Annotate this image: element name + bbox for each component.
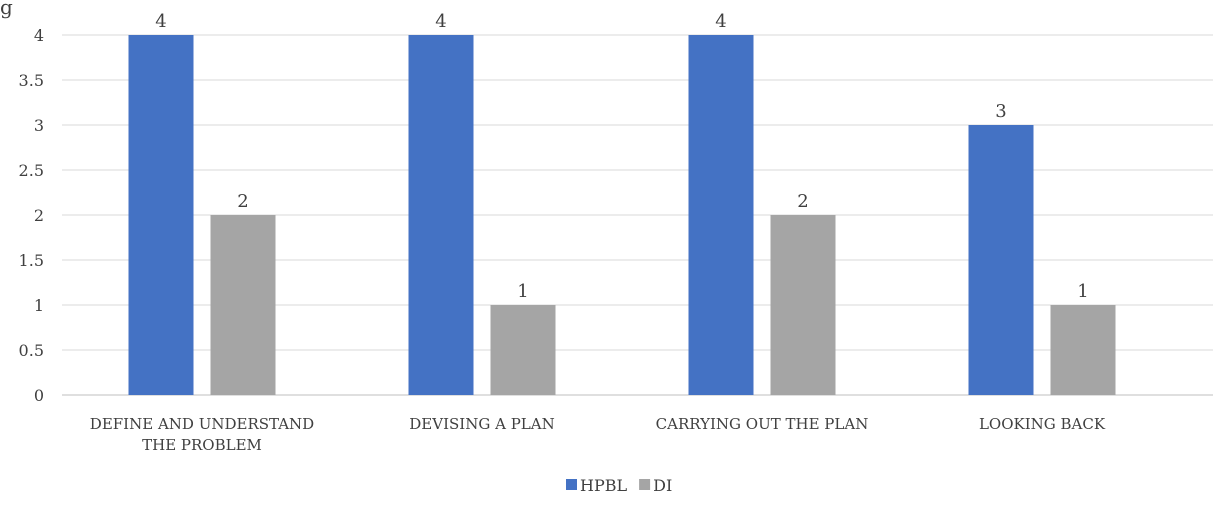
legend: HPBL DI [566,476,672,495]
data-label: 2 [797,191,808,212]
bar-di [1050,305,1116,395]
y-axis: 0 0.5 1 1.5 2 2.5 3 3.5 4 [19,26,44,405]
bar-hpbl [128,35,194,395]
legend-label-di: DI [653,476,672,495]
y-tick-label: 2.5 [19,161,44,180]
data-label: 1 [1077,281,1088,302]
bar-hpbl [408,35,474,395]
x-tick-label: LOOKING BACK [979,415,1106,433]
legend-swatch-hpbl [566,479,577,490]
y-tick-label: 3.5 [19,71,44,90]
y-tick-label: 0.5 [19,341,44,360]
chart-title-fragment: g [0,0,13,19]
bar-di [770,215,836,395]
data-label: 3 [995,101,1006,122]
y-tick-label: 1.5 [19,251,44,270]
legend-label-hpbl: HPBL [580,476,627,495]
data-label: 4 [155,11,166,32]
y-tick-label: 0 [34,386,44,405]
x-tick-label: DEFINE AND UNDERSTAND [90,415,314,433]
x-tick-label: CARRYING OUT THE PLAN [656,415,869,433]
x-tick-label: DEVISING A PLAN [409,415,554,433]
bar-hpbl [688,35,754,395]
y-tick-label: 2 [34,206,44,225]
y-tick-label: 3 [34,116,44,135]
x-tick-label: THE PROBLEM [142,436,262,454]
bar-di [210,215,276,395]
legend-swatch-di [639,479,651,490]
y-tick-label: 4 [34,26,44,45]
bar-hpbl [968,125,1034,395]
bars [128,35,1116,395]
data-label: 4 [435,11,446,32]
data-label: 2 [237,191,248,212]
data-label: 1 [517,281,528,302]
y-tick-label: 1 [34,296,44,315]
data-labels: 4 2 4 1 4 2 3 1 [155,11,1088,302]
bar-di [490,305,556,395]
data-label: 4 [715,11,726,32]
x-axis: DEFINE AND UNDERSTAND THE PROBLEM DEVISING… [90,415,1106,454]
